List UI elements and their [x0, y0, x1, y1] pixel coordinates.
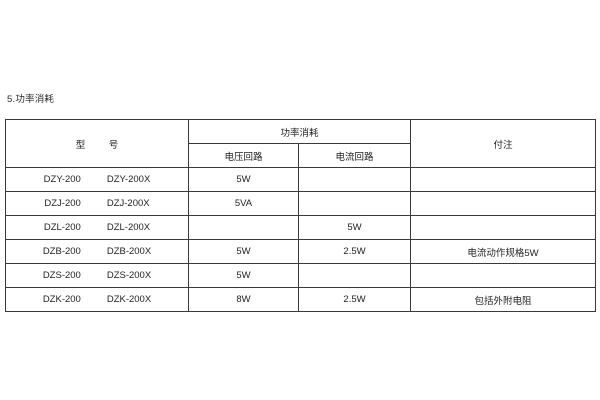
cell-remark — [410, 215, 597, 240]
table-row: DZY-200 DZY-200X 5W — [5, 167, 597, 192]
cell-current-circuit — [297, 167, 412, 192]
cell-model: DZB-200 DZB-200X — [5, 239, 189, 264]
model-code-primary: DZJ-200 — [44, 198, 81, 209]
cell-remark: 电流动作规格5W — [410, 239, 597, 264]
header-label-model: 型 号 — [75, 139, 126, 151]
model-code-variant: DZS-200X — [106, 270, 152, 281]
section-title: 5.功率消耗 — [7, 94, 55, 105]
cell-model: DZS-200 DZS-200X — [5, 263, 189, 288]
header-cell-voltage-circuit: 电压回路 — [188, 143, 299, 168]
table-row: DZB-200 DZB-200X 5W 2.5W 电流动作规格5W — [5, 239, 597, 264]
cell-model: DZY-200 DZY-200X — [5, 167, 189, 192]
model-code-variant: DZL-200X — [106, 222, 151, 233]
model-code-primary: DZK-200 — [42, 294, 81, 305]
model-code-variant: DZY-200X — [106, 174, 151, 185]
cell-remark — [410, 263, 597, 288]
cell-voltage-circuit: 5W — [188, 239, 299, 264]
cell-model: DZJ-200 DZJ-200X — [5, 191, 189, 216]
cell-remark — [410, 167, 597, 192]
cell-model: DZL-200 DZL-200X — [5, 215, 189, 240]
table-body: 型 号 功率消耗 付注 电压回路 电流回路 DZY-200 DZY-200X — [5, 119, 597, 312]
table-row: DZK-200 DZK-200X 8W 2.5W 包括外附电阻 — [5, 287, 597, 312]
model-code-primary: DZB-200 — [42, 246, 81, 257]
cell-current-circuit: 2.5W — [297, 287, 412, 312]
table-row: DZL-200 DZL-200X 5W — [5, 215, 597, 240]
model-code-primary: DZS-200 — [42, 270, 81, 281]
model-code-primary: DZY-200 — [43, 174, 81, 185]
table-row: DZS-200 DZS-200X 5W — [5, 263, 597, 288]
model-code-variant: DZJ-200X — [106, 198, 150, 209]
cell-voltage-circuit: 5W — [188, 167, 299, 192]
header-cell-power-consumption: 功率消耗 — [187, 119, 412, 144]
cell-voltage-circuit: 5VA — [188, 191, 299, 216]
cell-remark — [410, 191, 597, 216]
power-consumption-table-container: 型 号 功率消耗 付注 电压回路 电流回路 DZY-200 DZY-200X — [5, 119, 597, 312]
cell-current-circuit: 5W — [297, 215, 412, 240]
cell-voltage-circuit — [188, 215, 299, 240]
cell-model: DZK-200 DZK-200X — [5, 287, 189, 312]
cell-voltage-circuit: 8W — [188, 287, 299, 312]
model-code-variant: DZB-200X — [106, 246, 152, 257]
cell-current-circuit: 2.5W — [297, 239, 412, 264]
cell-voltage-circuit: 5W — [188, 263, 299, 288]
cell-current-circuit — [297, 263, 412, 288]
power-consumption-table: 型 号 功率消耗 付注 电压回路 电流回路 DZY-200 DZY-200X — [5, 119, 597, 312]
model-code-primary: DZL-200 — [43, 222, 81, 233]
header-cell-remark: 付注 — [410, 119, 597, 168]
model-code-variant: DZK-200X — [106, 294, 152, 305]
header-cell-current-circuit: 电流回路 — [297, 143, 412, 168]
cell-remark: 包括外附电阻 — [410, 287, 597, 312]
cell-current-circuit — [297, 191, 412, 216]
table-header-row-primary: 型 号 功率消耗 付注 — [5, 119, 597, 168]
table-row: DZJ-200 DZJ-200X 5VA — [5, 191, 597, 216]
header-cell-model: 型 号 — [5, 119, 189, 168]
